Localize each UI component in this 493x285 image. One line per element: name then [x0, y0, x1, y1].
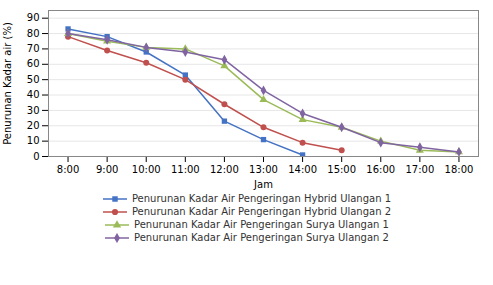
svg-text:Jam: Jam — [253, 179, 273, 190]
svg-text:10: 10 — [27, 135, 40, 146]
svg-text:20: 20 — [27, 120, 40, 131]
svg-text:10:00: 10:00 — [132, 164, 161, 175]
html-text:Penurunan Kadar Air Pengeringa: Penurunan Kadar Air Pengeringan Surya Ul… — [134, 232, 389, 243]
svg-text:0: 0 — [33, 151, 39, 162]
svg-text:40: 40 — [27, 89, 40, 100]
html-text:Penurunan Kadar Air Pengeringa: Penurunan Kadar Air Pengeringan Surya Ul… — [134, 219, 389, 230]
svg-text:80: 80 — [27, 28, 40, 39]
svg-text:Penurunan Kadar air (%): Penurunan Kadar air (%) — [2, 22, 13, 145]
svg-text:60: 60 — [27, 58, 40, 69]
svg-text:9:00: 9:00 — [96, 164, 118, 175]
svg-text:15:00: 15:00 — [327, 164, 356, 175]
svg-text:17:00: 17:00 — [405, 164, 434, 175]
svg-text:13:00: 13:00 — [249, 164, 278, 175]
svg-text:30: 30 — [27, 105, 40, 116]
svg-text:11:00: 11:00 — [171, 164, 200, 175]
svg-text:90: 90 — [27, 12, 40, 23]
svg-text:16:00: 16:00 — [366, 164, 395, 175]
svg-text:70: 70 — [27, 43, 40, 54]
html-text:Penurunan Kadar Air Pengeringa: Penurunan Kadar Air Pengeringan Hybrid U… — [131, 206, 392, 217]
svg-text:50: 50 — [27, 74, 40, 85]
svg-text:8:00: 8:00 — [57, 164, 79, 175]
svg-text:18:00: 18:00 — [445, 164, 474, 175]
html-text:Penurunan Kadar Air Pengeringa: Penurunan Kadar Air Pengeringan Hybrid U… — [131, 193, 392, 204]
svg-text:14:00: 14:00 — [288, 164, 317, 175]
svg-text:12:00: 12:00 — [210, 164, 239, 175]
